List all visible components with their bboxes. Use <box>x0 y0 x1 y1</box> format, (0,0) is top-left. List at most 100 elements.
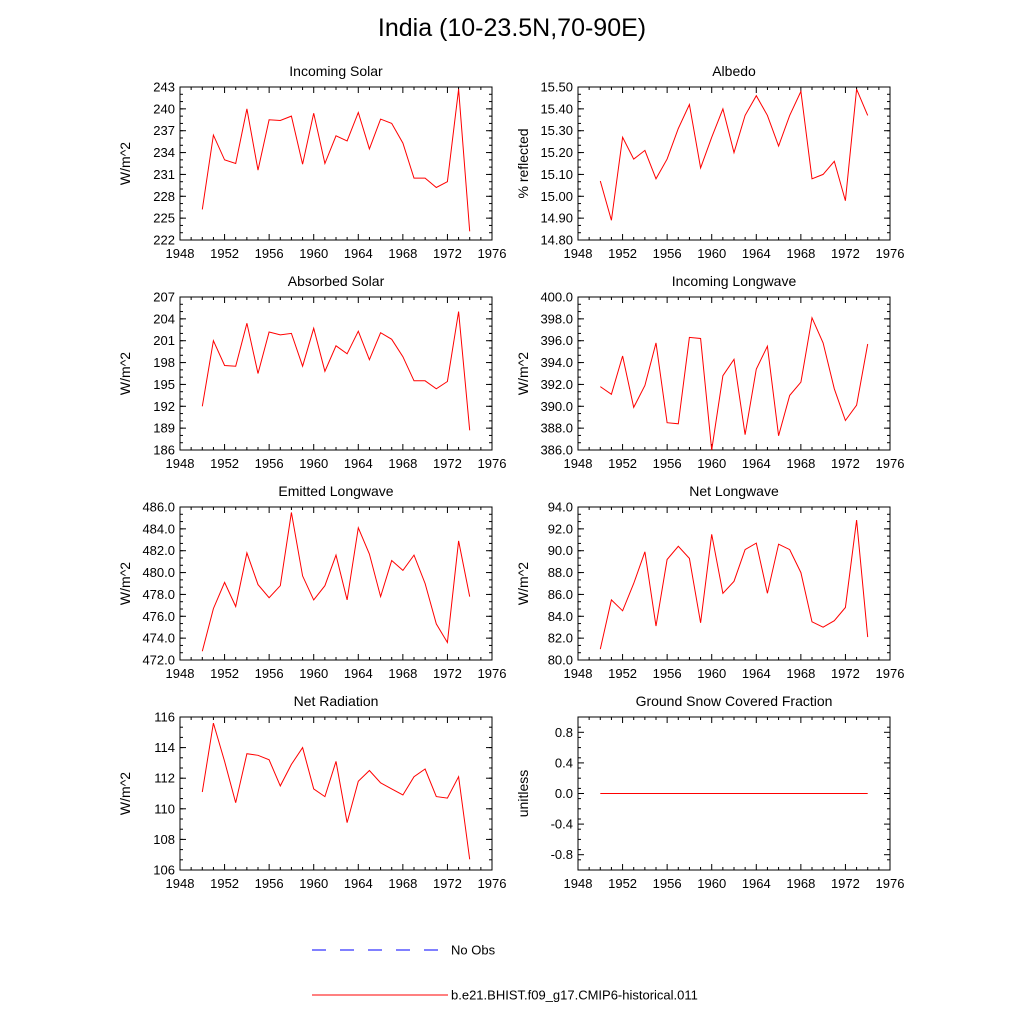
y-tick-label: 90.0 <box>548 543 573 558</box>
y-tick-label: 0.8 <box>555 725 573 740</box>
series-line-emitted-longwave <box>201 512 471 652</box>
x-tick-label: 1976 <box>876 246 905 261</box>
y-tick-label: -0.4 <box>551 817 573 832</box>
x-tick-label: 1948 <box>564 456 593 471</box>
x-tick-label: 1968 <box>786 246 815 261</box>
y-axis-label: unitless <box>515 770 531 817</box>
y-axis-label: W/m^2 <box>117 352 133 395</box>
x-tick-label: 1948 <box>166 666 195 681</box>
x-tick-label: 1976 <box>876 666 905 681</box>
y-tick-label: 108 <box>153 832 175 847</box>
y-tick-label: 116 <box>154 710 175 725</box>
y-tick-label: 198 <box>153 355 175 370</box>
y-tick-label: 15.10 <box>540 167 573 182</box>
x-tick-label: 1952 <box>608 666 637 681</box>
x-tick-label: 1960 <box>299 876 328 891</box>
x-tick-label: 1964 <box>742 246 771 261</box>
x-tick-label: 1952 <box>210 666 239 681</box>
x-tick-label: 1968 <box>786 876 815 891</box>
y-tick-label: 192 <box>153 399 175 414</box>
panel-incoming-solar: Incoming Solar W/m^2 1948 1952 1956 1960 1964 1… <box>117 63 506 261</box>
y-tick-label: 15.40 <box>540 101 573 116</box>
y-tick-label: 0.4 <box>555 755 573 770</box>
y-tick-label: 207 <box>153 290 175 305</box>
panel-title: Emitted Longwave <box>278 483 393 499</box>
y-axis-label: W/m^2 <box>117 142 133 185</box>
page-title: India (10-23.5N,70-90E) <box>377 14 647 42</box>
y-tick-label: 480.0 <box>142 565 175 580</box>
series-line-absorbed-solar <box>201 311 471 431</box>
x-tick-label: 1976 <box>478 876 507 891</box>
x-tick-label: 1976 <box>876 876 905 891</box>
y-tick-label: 84.0 <box>548 609 573 624</box>
legend: No Obs b.e21.BHIST.f09_g17.CMIP6-histori… <box>312 943 698 1003</box>
y-tick-label: 400.0 <box>540 290 573 305</box>
y-tick-label: 92.0 <box>548 521 573 536</box>
legend-obs-label: No Obs <box>451 943 496 958</box>
x-tick-label: 1948 <box>166 456 195 471</box>
x-tick-label: 1952 <box>210 876 239 891</box>
x-tick-label: 1972 <box>433 456 462 471</box>
y-tick-label: 240 <box>153 101 175 116</box>
x-tick-label: 1956 <box>255 666 284 681</box>
y-axis-label: % reflected <box>515 128 531 198</box>
y-tick-label: 15.30 <box>540 123 573 138</box>
y-tick-label: 14.80 <box>540 233 573 248</box>
y-tick-label: 234 <box>153 145 175 160</box>
y-tick-label: 94.0 <box>548 500 573 515</box>
chart-panels: Incoming Solar W/m^2 1948 1952 1956 1960 1964 1… <box>117 63 904 891</box>
y-tick-label: 88.0 <box>548 565 573 580</box>
y-tick-label: 195 <box>153 377 175 392</box>
panel-absorbed-solar: Absorbed Solar W/m^2 1948 1952 1956 1960 1964 1… <box>117 273 506 471</box>
panel-title: Incoming Solar <box>289 63 383 79</box>
series-line-net-longwave <box>599 520 869 650</box>
x-tick-label: 1960 <box>299 666 328 681</box>
y-tick-label: 15.00 <box>540 189 573 204</box>
y-tick-label: 14.90 <box>540 211 573 226</box>
x-tick-label: 1972 <box>433 876 462 891</box>
x-tick-label: 1968 <box>786 456 815 471</box>
x-tick-label: 1964 <box>344 666 373 681</box>
y-tick-label: 386.0 <box>540 443 573 458</box>
y-tick-label: 484.0 <box>142 521 175 536</box>
x-tick-label: 1956 <box>255 456 284 471</box>
x-tick-label: 1952 <box>608 456 637 471</box>
x-tick-label: 1948 <box>166 246 195 261</box>
x-tick-label: 1964 <box>742 666 771 681</box>
y-tick-label: 0.0 <box>555 786 573 801</box>
y-tick-label: 15.50 <box>540 80 573 95</box>
x-tick-label: 1972 <box>831 666 860 681</box>
x-tick-label: 1956 <box>255 246 284 261</box>
x-tick-label: 1964 <box>742 456 771 471</box>
x-tick-label: 1976 <box>478 666 507 681</box>
x-tick-label: 1956 <box>653 876 682 891</box>
panel-title: Net Radiation <box>294 693 379 709</box>
panel-title: Ground Snow Covered Fraction <box>636 693 833 709</box>
x-tick-label: 1976 <box>478 246 507 261</box>
panel-net-radiation: Net Radiation W/m^2 1948 1952 1956 1960 1964 19… <box>117 693 506 891</box>
x-tick-label: 1972 <box>831 456 860 471</box>
y-tick-label: 243 <box>153 80 175 95</box>
y-tick-label: 390.0 <box>540 399 573 414</box>
x-tick-label: 1952 <box>608 246 637 261</box>
x-tick-label: 1952 <box>210 246 239 261</box>
y-tick-label: 486.0 <box>142 500 175 515</box>
x-tick-label: 1964 <box>344 456 373 471</box>
y-axis-label: W/m^2 <box>117 772 133 815</box>
legend-model-label: b.e21.BHIST.f09_g17.CMIP6-historical.011 <box>451 988 698 1003</box>
y-axis-label: W/m^2 <box>117 562 133 605</box>
plot-frame <box>179 716 493 871</box>
x-tick-label: 1968 <box>786 666 815 681</box>
x-tick-label: 1952 <box>210 456 239 471</box>
plot-frame <box>577 86 891 241</box>
panel-title: Incoming Longwave <box>672 273 797 289</box>
y-tick-label: 237 <box>153 123 175 138</box>
x-tick-label: 1956 <box>653 666 682 681</box>
x-tick-label: 1964 <box>344 876 373 891</box>
x-tick-label: 1956 <box>653 456 682 471</box>
y-tick-label: 474.0 <box>142 631 175 646</box>
y-tick-label: 189 <box>153 421 175 436</box>
x-tick-label: 1952 <box>608 876 637 891</box>
x-tick-label: 1956 <box>255 876 284 891</box>
